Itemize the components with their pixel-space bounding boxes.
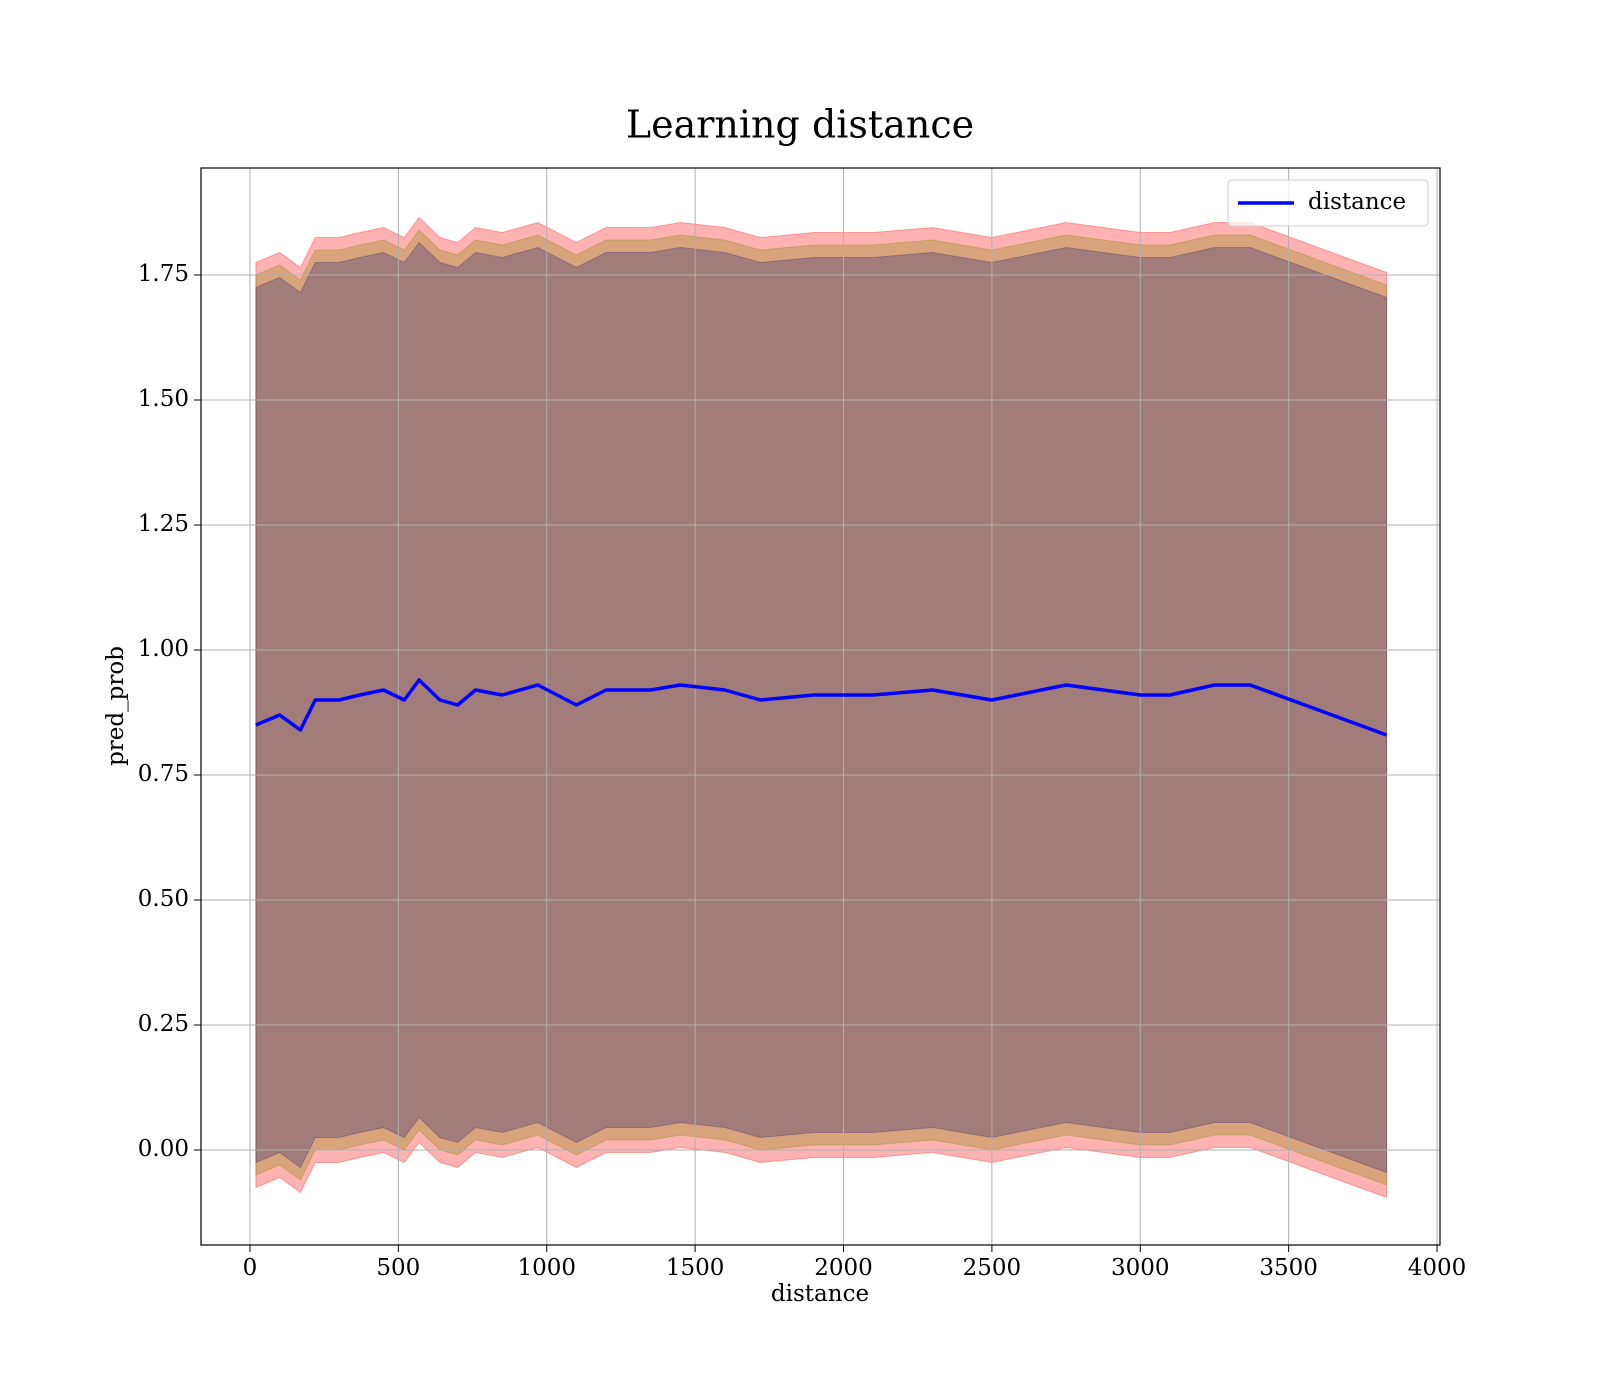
band <box>255 241 1388 1174</box>
x-tick-label: 3500 <box>1259 1255 1318 1281</box>
y-tick-label: 1.00 <box>138 636 189 662</box>
line <box>255 678 1388 737</box>
chart-title: Learning distance <box>626 103 974 147</box>
x-tick-label: 3000 <box>1111 1255 1170 1281</box>
legend: distance <box>1227 179 1429 227</box>
legend-box <box>1227 179 1429 227</box>
x-tick-label: 1000 <box>517 1255 576 1281</box>
y-tick-label: 1.75 <box>138 261 189 287</box>
x-tick-label: 500 <box>376 1255 420 1281</box>
y-axis-label: pred_prob <box>103 646 129 766</box>
x-tick-label: 2000 <box>814 1255 873 1281</box>
y-tick-label: 0.25 <box>138 1011 189 1037</box>
plot-frame <box>200 167 1441 1246</box>
x-tick-label: 0 <box>243 1255 258 1281</box>
x-axis-label: distance <box>771 1281 869 1307</box>
legend-label: distance <box>1308 189 1406 215</box>
y-tick-label: 1.50 <box>138 386 189 412</box>
x-tick-label: 1500 <box>666 1255 725 1281</box>
y-tick-label: 1.25 <box>138 511 189 537</box>
y-tick-label: 0.75 <box>138 761 189 787</box>
band <box>255 216 1388 1199</box>
y-tick-label: 0.00 <box>138 1136 189 1162</box>
x-tick-label: 4000 <box>1408 1255 1467 1281</box>
y-tick-label: 0.50 <box>138 886 189 912</box>
x-tick-label: 2500 <box>963 1255 1022 1281</box>
